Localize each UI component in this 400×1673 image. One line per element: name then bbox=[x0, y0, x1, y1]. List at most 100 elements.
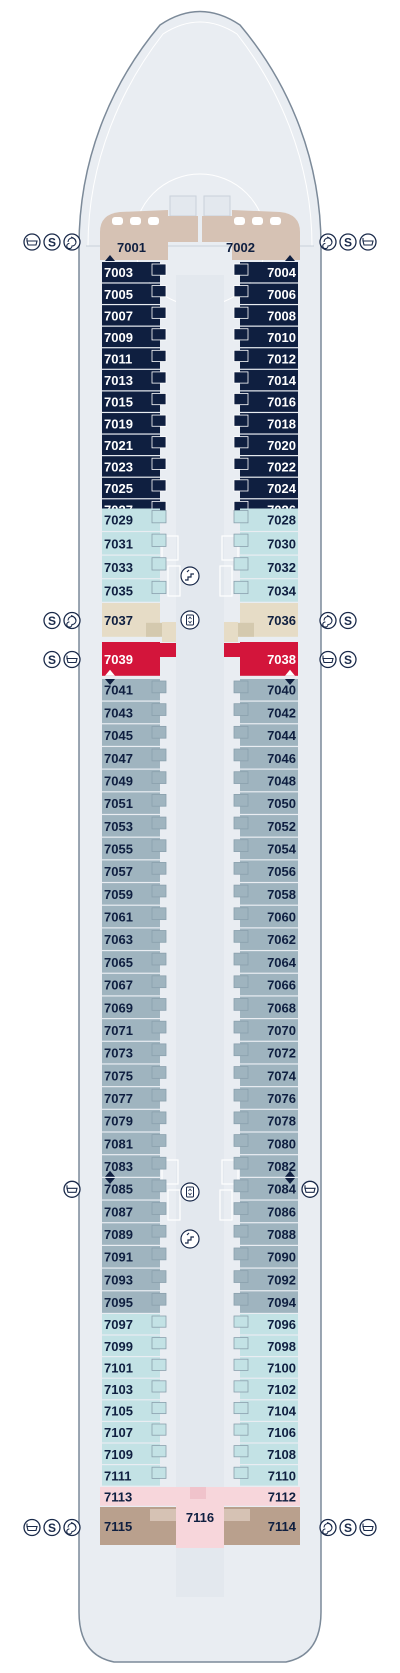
cabin-7009[interactable]: 7009 bbox=[102, 326, 167, 348]
cabin-7065[interactable]: 7065 bbox=[102, 951, 167, 973]
cabin-7018[interactable]: 7018 bbox=[233, 413, 298, 434]
cabin-7037[interactable]: 7037 bbox=[102, 603, 162, 637]
cabin-7046[interactable]: 7046 bbox=[233, 747, 298, 769]
cabin-shape[interactable] bbox=[240, 1291, 298, 1313]
cabin-shape[interactable] bbox=[240, 1314, 298, 1335]
cabin-7003[interactable]: 7003 bbox=[102, 262, 167, 283]
cabin-7041[interactable]: 7041 bbox=[102, 679, 167, 701]
cabin-shape[interactable] bbox=[102, 1041, 160, 1064]
cabin-shape[interactable] bbox=[240, 1246, 298, 1268]
cabin-shape[interactable] bbox=[102, 1246, 160, 1268]
cabin-shape[interactable] bbox=[240, 1064, 298, 1087]
cabin-7081[interactable]: 7081 bbox=[102, 1132, 167, 1155]
cabin-shape[interactable] bbox=[240, 1378, 298, 1400]
cabin-shape[interactable] bbox=[102, 928, 160, 950]
cabin-shape[interactable] bbox=[102, 477, 160, 499]
cabin-shape[interactable] bbox=[102, 305, 160, 326]
cabin-7091[interactable]: 7091 bbox=[102, 1246, 167, 1268]
cabin-7034[interactable]: 7034 bbox=[233, 579, 298, 602]
cabin-7036[interactable]: 7036 bbox=[238, 603, 298, 637]
cabin-7032[interactable]: 7032 bbox=[233, 555, 298, 579]
cabin-7067[interactable]: 7067 bbox=[102, 973, 167, 996]
cabin-shape[interactable] bbox=[102, 1465, 160, 1486]
cabin-shape[interactable] bbox=[240, 391, 298, 412]
cabin-shape[interactable] bbox=[240, 1155, 298, 1177]
cabin-7028[interactable]: 7028 bbox=[233, 508, 298, 531]
cabin-7068[interactable]: 7068 bbox=[233, 996, 298, 1018]
cabin-7057[interactable]: 7057 bbox=[102, 860, 167, 882]
cabin-7043[interactable]: 7043 bbox=[102, 701, 167, 724]
cabin-7102[interactable]: 7102 bbox=[233, 1378, 298, 1400]
cabin-7056[interactable]: 7056 bbox=[233, 860, 298, 882]
cabin-shape[interactable] bbox=[240, 1335, 298, 1356]
cabin-shape[interactable] bbox=[102, 642, 160, 676]
cabin-shape[interactable] bbox=[102, 348, 160, 369]
cabin-7064[interactable]: 7064 bbox=[233, 951, 298, 973]
cabin-shape[interactable] bbox=[240, 973, 298, 996]
cabin-7061[interactable]: 7061 bbox=[102, 905, 167, 928]
cabin-7113[interactable]: 7113 bbox=[100, 1487, 182, 1506]
cabin-7082[interactable]: 7082 bbox=[233, 1155, 298, 1177]
cabin-7035[interactable]: 7035 bbox=[102, 579, 167, 602]
cabin-shape[interactable] bbox=[240, 1109, 298, 1132]
cabin-shape[interactable] bbox=[240, 883, 298, 905]
cabin-7016[interactable]: 7016 bbox=[233, 391, 298, 412]
cabin-7045[interactable]: 7045 bbox=[102, 724, 167, 746]
cabin-shape[interactable] bbox=[102, 413, 160, 434]
cabin-7099[interactable]: 7099 bbox=[102, 1335, 167, 1356]
cabin-shape[interactable] bbox=[240, 456, 298, 477]
cabin-shape[interactable] bbox=[240, 1268, 298, 1291]
cabin-shape[interactable] bbox=[240, 532, 298, 555]
cabin-7012[interactable]: 7012 bbox=[233, 348, 298, 369]
cabin-7049[interactable]: 7049 bbox=[102, 769, 167, 792]
cabin-shape[interactable] bbox=[240, 477, 298, 499]
cabin-7022[interactable]: 7022 bbox=[233, 456, 298, 477]
cabin-shape[interactable] bbox=[102, 724, 160, 746]
cabin-7110[interactable]: 7110 bbox=[233, 1465, 298, 1486]
cabin-7116[interactable]: 7116 bbox=[176, 1487, 224, 1548]
cabin-shape[interactable] bbox=[240, 283, 298, 304]
cabin-shape[interactable] bbox=[240, 1400, 298, 1421]
cabin-7069[interactable]: 7069 bbox=[102, 996, 167, 1018]
cabin-shape[interactable] bbox=[240, 413, 298, 434]
cabin-shape[interactable] bbox=[240, 724, 298, 746]
cabin-7039[interactable]: 7039 bbox=[102, 642, 160, 676]
cabin-7103[interactable]: 7103 bbox=[102, 1378, 167, 1400]
cabin-shape[interactable] bbox=[102, 283, 160, 304]
cabin-shape[interactable] bbox=[240, 1177, 298, 1200]
cabin-7105[interactable]: 7105 bbox=[102, 1400, 167, 1421]
cabin-7055[interactable]: 7055 bbox=[102, 837, 167, 860]
cabin-shape[interactable] bbox=[102, 391, 160, 412]
cabin-7004[interactable]: 7004 bbox=[233, 262, 298, 283]
cabin-shape[interactable] bbox=[240, 262, 298, 283]
cabin-shape[interactable] bbox=[232, 210, 300, 260]
cabin-shape[interactable] bbox=[102, 1443, 160, 1464]
cabin-7096[interactable]: 7096 bbox=[233, 1314, 298, 1335]
cabin-7089[interactable]: 7089 bbox=[102, 1223, 167, 1245]
cabin-shape[interactable] bbox=[240, 747, 298, 769]
cabin-shape[interactable] bbox=[102, 1357, 160, 1378]
cabin-7072[interactable]: 7072 bbox=[233, 1041, 298, 1064]
cabin-shape[interactable] bbox=[102, 1109, 160, 1132]
cabin-shape[interactable] bbox=[102, 837, 160, 860]
cabin-shape[interactable] bbox=[240, 1019, 298, 1041]
cabin-shape[interactable] bbox=[102, 456, 160, 477]
cabin-7058[interactable]: 7058 bbox=[233, 883, 298, 905]
cabin-7079[interactable]: 7079 bbox=[102, 1109, 167, 1132]
cabin-shape[interactable] bbox=[240, 1357, 298, 1378]
cabin-shape[interactable] bbox=[102, 555, 160, 579]
cabin-7097[interactable]: 7097 bbox=[102, 1314, 167, 1335]
cabin-7112[interactable]: 7112 bbox=[218, 1487, 300, 1506]
cabin-7109[interactable]: 7109 bbox=[102, 1443, 167, 1464]
cabin-7007[interactable]: 7007 bbox=[102, 305, 167, 326]
cabin-7025[interactable]: 7025 bbox=[102, 477, 167, 499]
cabin-7015[interactable]: 7015 bbox=[102, 391, 167, 412]
cabin-7076[interactable]: 7076 bbox=[233, 1087, 298, 1109]
cabin-7092[interactable]: 7092 bbox=[233, 1268, 298, 1291]
cabin-7070[interactable]: 7070 bbox=[233, 1019, 298, 1041]
cabin-7021[interactable]: 7021 bbox=[102, 434, 167, 456]
cabin-shape[interactable] bbox=[102, 996, 160, 1018]
cabin-7030[interactable]: 7030 bbox=[233, 532, 298, 555]
cabin-shape[interactable] bbox=[102, 883, 160, 905]
cabin-shape[interactable] bbox=[102, 792, 160, 814]
